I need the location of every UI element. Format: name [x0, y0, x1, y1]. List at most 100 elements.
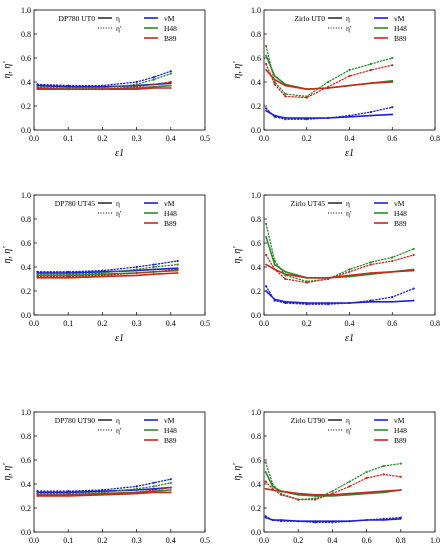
data-point: [305, 118, 308, 121]
data-point: [135, 85, 138, 88]
x-tick-label: 0.2: [97, 134, 107, 143]
series-line-vm-eta: [36, 267, 179, 274]
legend-label-h48: H48: [164, 426, 177, 435]
data-point: [284, 270, 287, 273]
y-tick-label: 0.6: [251, 54, 261, 63]
data-point: [327, 116, 330, 120]
data-point: [273, 83, 276, 86]
data-point: [327, 85, 330, 88]
y-tick-label: 0.4: [21, 263, 31, 272]
data-point: [152, 488, 155, 492]
data-point: [135, 80, 138, 84]
y-tick-label: 0.4: [21, 78, 31, 87]
data-point: [264, 471, 267, 473]
data-point: [169, 486, 172, 489]
data-point: [348, 301, 351, 305]
data-point: [297, 498, 300, 501]
data-point: [391, 300, 394, 303]
data-point: [36, 270, 39, 273]
data-point: [152, 270, 155, 273]
x-axis-label: ε1: [345, 333, 354, 344]
data-point: [365, 470, 368, 474]
legend-label-vm: vM: [164, 416, 175, 425]
data-point: [152, 78, 155, 81]
plot-frame: [33, 411, 206, 533]
data-point: [152, 481, 155, 484]
data-point: [101, 492, 104, 495]
data-point: [369, 110, 372, 114]
legend-label-h48: H48: [164, 209, 177, 218]
data-point: [391, 256, 394, 259]
x-tick-label: 0.1: [63, 319, 73, 328]
legend-label-eta: η: [116, 416, 120, 425]
data-point: [412, 287, 415, 290]
x-tick-label: 0.0: [29, 134, 39, 143]
data-point: [348, 268, 351, 271]
data-point: [369, 299, 372, 302]
data-point: [135, 83, 138, 86]
y-axis-label: η, η': [2, 61, 13, 79]
x-tick-label: 0.2: [302, 319, 312, 328]
series-line-b89-eta-prime: [36, 81, 172, 90]
data-point: [152, 273, 155, 276]
x-tick-label: 0.3: [132, 319, 142, 328]
legend-label-eta-prime: η': [116, 24, 122, 33]
data-point: [101, 271, 104, 275]
y-tick-label: 0.4: [251, 263, 261, 272]
x-axis-label: ε1: [345, 148, 354, 159]
x-tick-label: 0.0: [259, 134, 269, 143]
panel-title: DP780 UT0: [59, 14, 96, 23]
data-point: [273, 259, 276, 263]
plot-frame: [33, 194, 206, 316]
y-tick-label: 0.4: [251, 480, 261, 489]
data-point: [152, 491, 155, 494]
y-tick-label: 0.8: [251, 432, 261, 441]
y-tick-label: 0.2: [251, 504, 261, 513]
legend-label-eta: η: [346, 199, 350, 208]
x-tick-label: 0.6: [362, 536, 372, 545]
series-line-vm-eta-prime: [36, 478, 172, 492]
data-point: [36, 275, 39, 278]
data-point: [265, 222, 268, 225]
data-point: [169, 72, 172, 75]
legend-label-eta-prime: η': [346, 24, 352, 33]
data-point: [284, 84, 287, 87]
plot-frame: [263, 411, 436, 533]
y-tick-label: 0.2: [21, 287, 31, 296]
data-point: [265, 54, 268, 57]
y-tick-label: 0.6: [21, 54, 31, 63]
data-point: [67, 275, 70, 278]
data-point: [348, 520, 351, 523]
data-point: [36, 493, 39, 496]
data-point: [67, 84, 70, 87]
data-point: [284, 277, 287, 281]
y-tick-label: 0.0: [21, 311, 31, 320]
data-point: [284, 274, 287, 277]
legend-label-vm: vM: [164, 199, 175, 208]
legend-label-eta-prime: η': [116, 426, 122, 435]
data-point: [391, 259, 394, 263]
data-point: [369, 82, 372, 85]
data-point: [101, 274, 104, 277]
data-point: [391, 295, 394, 299]
data-point: [67, 493, 70, 496]
data-point: [284, 301, 287, 305]
y-tick-label: 1.0: [251, 408, 261, 417]
legend-label-vm: vM: [394, 14, 405, 23]
x-tick-label: 0.0: [259, 536, 269, 545]
legend-label-h48: H48: [394, 426, 407, 435]
data-point: [135, 491, 138, 494]
data-point: [67, 270, 70, 273]
data-point: [314, 498, 317, 501]
data-point: [67, 88, 70, 91]
data-point: [369, 272, 372, 274]
series-line-vm-eta-prime: [36, 70, 172, 87]
legend-label-b89: B89: [394, 34, 407, 43]
data-point: [36, 273, 39, 276]
series-line-h48-eta-prime: [36, 72, 172, 89]
data-point: [273, 263, 276, 266]
data-point: [271, 487, 274, 490]
data-point: [101, 84, 104, 87]
x-tick-label: 0.8: [430, 319, 440, 328]
data-point: [265, 253, 268, 257]
